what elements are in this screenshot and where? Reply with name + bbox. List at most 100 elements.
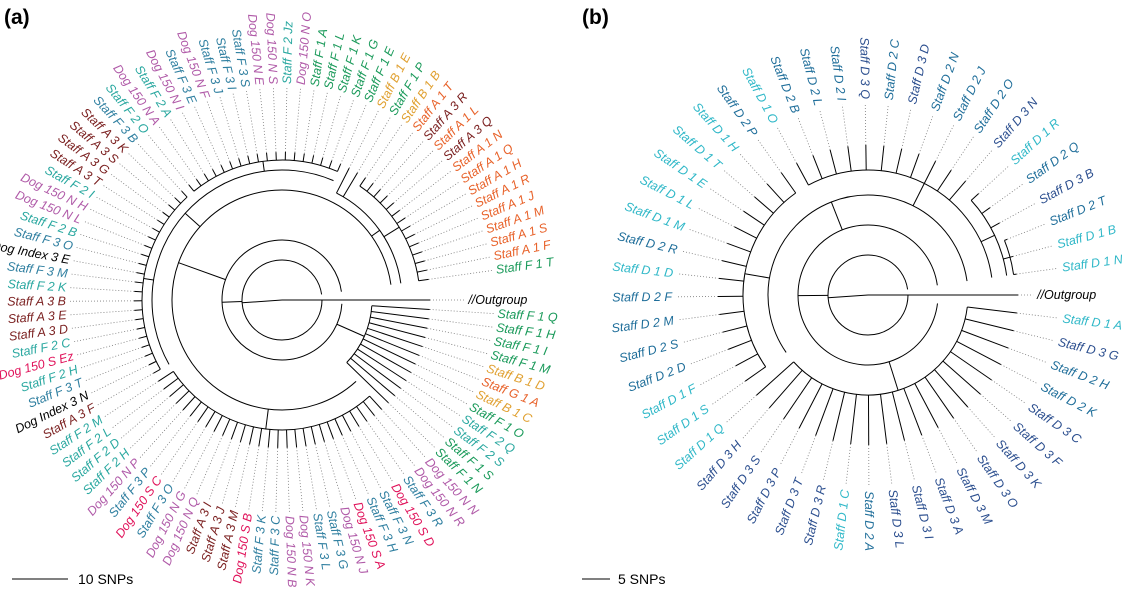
leaf-leader [139,409,184,458]
terminal-branch [163,377,179,390]
leaf-leader [341,435,369,494]
leaf-leader [978,164,1010,194]
clade-stem [1003,256,1011,260]
clade-arc [151,169,334,365]
leaf-label: Staff D 3 D [905,43,932,106]
terminal-branch [353,353,402,389]
terminal-branch [365,333,420,356]
terminal-branch [144,244,153,249]
terminal-branch [754,196,774,214]
leaf-leader [74,328,137,343]
leaf-leader [381,409,426,457]
terminal-branch [950,351,992,381]
terminal-branch [359,177,366,187]
clade-stem [242,299,283,304]
leaf-leader [350,430,381,488]
leaf-leader [324,441,344,504]
leaf-label: Staff F 1 Q [497,307,558,325]
clade-arc [359,185,420,281]
terminal-branch [721,260,747,267]
clade-arc [767,194,968,353]
leaf-label: Staff D 3 I [909,483,936,541]
leaf-leader [424,243,487,262]
terminal-branch [722,325,748,333]
clade-stem [980,234,995,243]
terminal-branch [360,343,412,373]
leaf-leader [415,363,474,393]
terminal-branch [169,384,184,397]
terminal-branch [370,316,428,329]
leaf-leader [77,337,140,356]
terminal-branch [135,318,144,321]
panel-a-branches [133,152,430,448]
leaf-leader [380,141,424,190]
terminal-branch [385,202,395,210]
leaf-leader [710,380,746,406]
terminal-branch [401,225,411,232]
leaf-leader [425,337,488,355]
terminal-branch [956,340,1002,365]
leaf-leader [405,380,461,416]
leaf-leader [797,116,814,156]
terminal-branch [144,352,153,357]
terminal-branch [970,193,979,201]
leaf-label: Staff D 2 L [797,46,825,107]
leaf-leader [296,447,304,511]
terminal-branch [341,414,352,432]
terminal-branch [934,369,969,408]
leaf-leader [209,438,232,500]
leaf-leader [937,427,959,465]
leaf-leader [999,202,1037,224]
leaf-leader [196,435,223,495]
panel-a-scale-label: 10 SNPs [78,571,133,587]
terminal-branch [326,421,334,439]
terminal-branch [391,209,400,217]
leaf-label: Staff A 3 B [7,294,66,308]
terminal-branch [157,219,165,225]
terminal-branch [362,338,416,365]
terminal-branch [357,348,407,382]
clade-stem [828,294,869,299]
leaf-leader [285,88,288,153]
terminal-branch [914,383,939,428]
terminal-branch [371,310,429,320]
terminal-branch [964,318,1014,332]
leaf-leader [404,182,459,219]
terminal-branch [203,173,209,182]
leaf-leader [428,318,493,328]
panel-a-scale-bar: 10 SNPs [12,571,133,587]
terminal-branch [134,309,143,311]
clade-stem [262,161,265,172]
terminal-branch [239,424,246,443]
leaf-leader [96,196,153,229]
terminal-branch [412,251,423,256]
terminal-branch [880,145,885,171]
terminal-branch [220,164,225,173]
terminal-branch [350,357,396,397]
terminal-branch [743,210,765,226]
terminal-branch [148,236,156,241]
leaf-leader [904,440,916,482]
leaf-leader [681,331,723,343]
leaf-label: //Outgroup [1036,288,1096,302]
leaf-leader [864,103,867,146]
terminal-branch [334,418,343,436]
leaf-leader [138,143,182,192]
leaf-leader [410,372,468,405]
clade-stem [184,212,201,228]
leaf-label: Staff D 3 L [886,489,907,549]
leaf-leader [935,123,955,162]
leaf-leader [322,96,341,158]
terminal-branch [148,360,157,366]
leaf-label: Staff F 2 K [7,277,67,294]
terminal-branch [168,204,176,211]
terminal-branch [302,428,307,447]
terminal-branch [205,411,216,428]
leaf-leader [90,208,149,238]
leaf-leader [779,428,800,466]
leaf-leader [418,217,478,244]
leaf-leader [303,90,315,154]
leaf-leader [967,406,996,439]
